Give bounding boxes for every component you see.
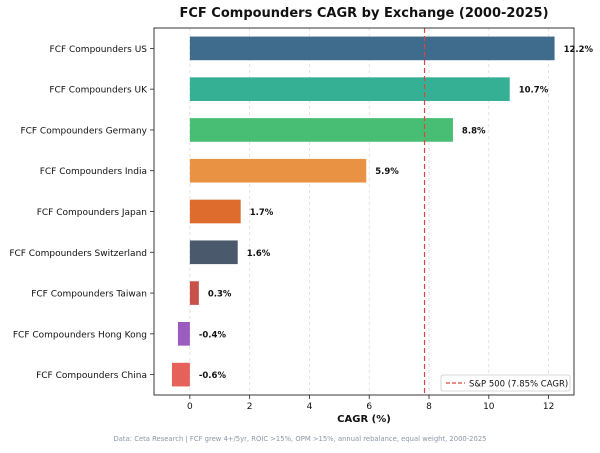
data-label: -0.4% <box>199 330 227 340</box>
x-tick-label: 4 <box>307 402 313 412</box>
chart-title: FCF Compounders CAGR by Exchange (2000-2… <box>179 6 548 21</box>
bar <box>177 322 190 346</box>
x-axis-label: CAGR (%) <box>337 414 391 425</box>
data-label: 1.7% <box>250 208 274 218</box>
bar <box>189 199 241 224</box>
data-labels: 12.2% 10.7% 8.8% 5.9% 1.7% 1.6% 0.3% -0.4% -0.6% <box>199 45 594 381</box>
x-tick-label: 12 <box>543 402 554 412</box>
data-label: -0.6% <box>199 371 227 381</box>
y-tick-label: FCF Compounders Hong Kong <box>13 330 147 340</box>
bar <box>189 118 453 142</box>
data-label: 10.7% <box>519 86 549 96</box>
y-tick-label: FCF Compounders UK <box>49 86 148 96</box>
legend: S&P 500 (7.85% CAGR) <box>440 374 571 392</box>
bar <box>189 240 238 265</box>
bar <box>189 36 555 61</box>
x-tick-label: 2 <box>247 402 253 412</box>
bars-layer <box>171 36 555 387</box>
data-label: 12.2% <box>564 45 594 55</box>
x-tick-label: 0 <box>187 402 193 412</box>
bar <box>171 362 190 387</box>
y-tick-label: FCF Compounders Taiwan <box>31 290 147 300</box>
x-tick-label: 8 <box>426 402 432 412</box>
x-tick-label: 6 <box>366 402 372 412</box>
legend-box <box>440 374 571 392</box>
y-tick-label: FCF Compounders China <box>36 371 147 381</box>
x-axis: 0 2 4 6 8 10 12 <box>187 395 554 412</box>
data-label: 1.6% <box>247 249 271 259</box>
data-label: 5.9% <box>375 167 399 177</box>
y-tick-label: FCF Compounders India <box>40 167 147 177</box>
y-tick-label: FCF Compounders Switzerland <box>9 249 147 259</box>
x-tick-label: 10 <box>483 402 495 412</box>
legend-label: S&P 500 (7.85% CAGR) <box>469 380 568 390</box>
y-axis: FCF Compounders US FCF Compounders UK FCF … <box>9 45 154 381</box>
y-tick-label: FCF Compounders Japan <box>37 208 147 218</box>
data-label: 8.8% <box>462 126 486 136</box>
data-label: 0.3% <box>208 290 232 300</box>
bar <box>189 158 367 183</box>
bar <box>189 281 199 305</box>
y-tick-label: FCF Compounders US <box>50 45 148 55</box>
y-tick-label: FCF Compounders Germany <box>20 126 147 136</box>
footnote: Data: Ceta Research | FCF grew 4+/5yr, R… <box>114 435 487 443</box>
bar <box>189 77 510 101</box>
